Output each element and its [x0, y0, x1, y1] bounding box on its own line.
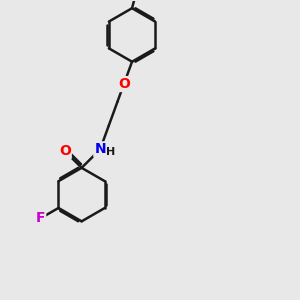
Text: O: O: [118, 77, 130, 91]
Text: F: F: [36, 212, 45, 225]
Text: H: H: [106, 147, 115, 157]
Text: N: N: [94, 142, 106, 156]
Text: O: O: [59, 144, 71, 158]
